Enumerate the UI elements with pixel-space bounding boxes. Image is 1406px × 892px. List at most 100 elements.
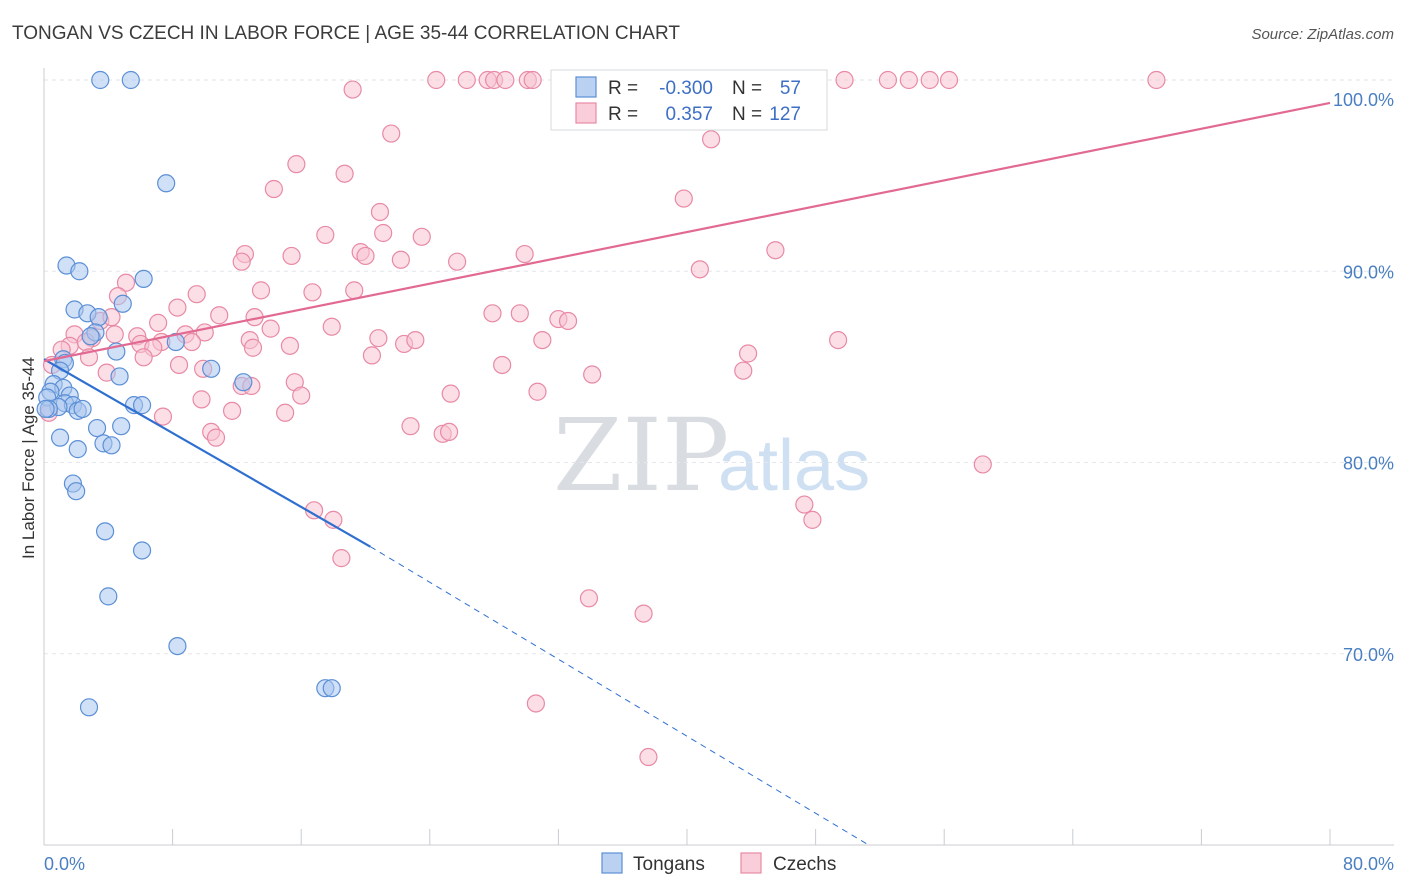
tongans-r-label: R = <box>608 78 638 99</box>
czech-point <box>303 283 322 302</box>
tongan-point <box>81 327 100 346</box>
czech-point <box>261 319 280 338</box>
czech-point <box>316 225 335 245</box>
czech-point <box>264 179 283 199</box>
czech-point <box>232 252 251 271</box>
czechs-r-value: 0.357 <box>665 104 713 125</box>
czech-point <box>206 428 226 447</box>
czech-point <box>939 70 959 90</box>
czechs-trend-line <box>43 101 1331 363</box>
tongan-point <box>73 399 92 419</box>
czech-point <box>496 70 515 90</box>
x-tick-label: 80.0% <box>1343 854 1394 874</box>
y-tick-labels: 100.0% 90.0% 80.0% 70.0% <box>1333 90 1394 665</box>
legend-tongans-label: Tongans <box>633 854 705 875</box>
czech-point <box>210 306 229 325</box>
czech-point <box>412 227 431 246</box>
czech-point <box>343 80 362 99</box>
czech-point <box>153 407 173 426</box>
czech-point <box>483 304 502 323</box>
tongans-n-value: 57 <box>780 78 801 99</box>
czechs-points <box>39 70 1166 767</box>
czech-point <box>457 70 476 90</box>
tongan-point <box>132 396 152 415</box>
czech-point <box>332 549 351 568</box>
tongan-point <box>95 522 115 541</box>
source-note: Source: ZipAtlas.com <box>1251 26 1394 43</box>
czech-point <box>251 281 271 300</box>
tongan-point <box>79 698 99 717</box>
y-tick-label: 100.0% <box>1333 90 1394 110</box>
czech-point <box>920 70 939 90</box>
tongan-point <box>68 440 87 459</box>
trend-lines <box>43 101 1331 846</box>
czechs-stats-swatch <box>575 102 597 124</box>
chart-title: TONGAN VS CZECH IN LABOR FORCE | AGE 35-… <box>12 23 680 44</box>
czech-point <box>282 246 301 266</box>
czechs-r-label: R = <box>608 104 638 125</box>
czech-point <box>345 281 364 300</box>
tongans-points <box>36 70 341 717</box>
czechs-n-label: N = <box>732 104 762 125</box>
bottom-legend: Tongans Czechs <box>601 852 836 875</box>
czech-point <box>243 338 263 357</box>
czech-point <box>116 273 136 292</box>
tongan-point <box>87 418 107 438</box>
tongan-point <box>132 541 152 560</box>
czech-point <box>322 317 341 336</box>
czech-point <box>292 386 311 405</box>
tongan-point <box>157 174 176 193</box>
czech-point <box>382 124 401 143</box>
czech-point <box>526 694 545 713</box>
stats-legend-frame <box>550 69 828 131</box>
watermark-zip: ZIP <box>553 397 729 514</box>
czech-point <box>401 417 420 436</box>
czech-point <box>406 331 425 350</box>
czech-point <box>829 331 848 350</box>
tongan-point <box>70 262 89 281</box>
czech-point <box>510 304 529 323</box>
czech-point <box>674 189 693 208</box>
czech-point <box>803 510 822 529</box>
czech-point <box>448 252 467 271</box>
czech-point <box>899 70 918 90</box>
tongan-point <box>134 269 153 288</box>
czech-point <box>276 403 295 422</box>
tongans-n-label: N = <box>732 78 762 99</box>
czechs-n-value: 127 <box>769 104 801 125</box>
czech-point <box>738 344 758 363</box>
y-tick-label: 90.0% <box>1343 262 1394 282</box>
gridlines <box>44 79 1394 655</box>
czech-point <box>639 747 658 767</box>
tongan-point <box>166 332 185 352</box>
tongan-point <box>234 373 253 392</box>
axes <box>43 68 1394 846</box>
tongan-point <box>322 679 341 698</box>
legend-czechs-swatch <box>740 852 762 874</box>
czech-point <box>441 384 460 403</box>
czech-point <box>493 355 512 375</box>
czech-point <box>391 250 410 269</box>
czech-point <box>427 70 446 90</box>
czech-point <box>878 70 898 90</box>
y-axis-label: In Labor Force | Age 35-44 <box>19 357 38 559</box>
czech-point <box>734 361 753 380</box>
czech-point <box>690 260 709 279</box>
tongans-r-value: -0.300 <box>659 78 713 99</box>
czech-point <box>795 495 814 514</box>
x-tick-label: 0.0% <box>44 854 85 874</box>
tongan-point <box>202 359 221 378</box>
czech-point <box>634 604 653 623</box>
tongan-point <box>113 294 132 313</box>
czech-point <box>370 202 390 222</box>
tongan-point <box>50 428 70 447</box>
czech-point <box>374 223 393 243</box>
czech-point <box>583 365 602 384</box>
czech-point <box>369 329 388 348</box>
czech-point <box>835 70 854 90</box>
czech-point <box>149 313 168 332</box>
watermark: ZIP atlas <box>553 397 870 514</box>
czech-point <box>168 298 187 317</box>
tongan-point <box>102 436 121 455</box>
tongans-stats-swatch <box>575 76 597 98</box>
